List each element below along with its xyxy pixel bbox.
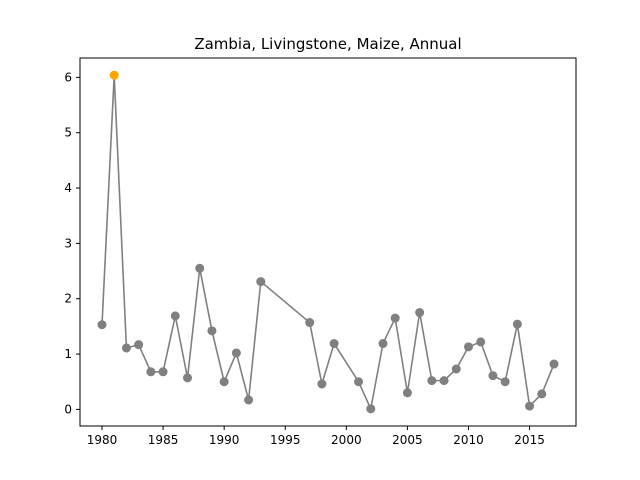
y-tick-label: 2	[64, 292, 72, 306]
data-point	[488, 371, 498, 381]
series-line	[101, 75, 555, 412]
x-tick-label: 1995	[270, 433, 301, 447]
highlight-point	[109, 70, 119, 80]
data-point	[451, 364, 461, 374]
data-point	[305, 318, 315, 328]
data-point	[231, 348, 241, 358]
data-point	[366, 404, 376, 414]
x-tick-label: 2000	[331, 433, 362, 447]
data-point	[549, 359, 559, 369]
y-tick-label: 4	[64, 181, 72, 195]
y-tick-label: 1	[64, 347, 72, 361]
data-point	[500, 377, 510, 387]
y-tick-label: 3	[64, 236, 72, 250]
data-point	[390, 313, 400, 323]
x-tick-label: 2005	[392, 433, 423, 447]
data-point	[219, 377, 229, 387]
data-point	[537, 389, 547, 399]
data-point	[244, 395, 254, 405]
data-point	[427, 376, 437, 386]
data-point	[183, 373, 193, 383]
data-point	[195, 263, 205, 273]
data-point	[378, 339, 388, 349]
data-point	[97, 320, 107, 330]
y-tick-label: 6	[64, 70, 72, 84]
data-point	[207, 326, 217, 336]
data-point	[402, 388, 412, 398]
x-tick-label: 2015	[514, 433, 545, 447]
y-tick-label: 5	[64, 126, 72, 140]
data-point	[439, 376, 449, 386]
data-point	[256, 277, 266, 287]
data-point	[146, 367, 156, 377]
plot-area: 1980 1985 1990 1995 2000 2005 2010 2015 0 1 2 3 4 5 6	[64, 70, 559, 447]
data-point	[525, 401, 535, 411]
y-tick-label: 0	[64, 402, 72, 416]
data-point	[170, 311, 180, 321]
x-tick-label: 1990	[209, 433, 240, 447]
data-point	[354, 377, 364, 387]
data-point	[158, 367, 168, 377]
data-point	[329, 339, 339, 349]
x-tick-label: 2010	[453, 433, 484, 447]
data-point	[134, 340, 144, 350]
data-point	[415, 308, 425, 318]
x-tick-label: 1980	[87, 433, 118, 447]
axes-frame	[79, 57, 577, 427]
data-point	[463, 342, 473, 352]
data-point	[512, 319, 522, 329]
chart-title: Zambia, Livingstone, Maize, Annual	[194, 35, 461, 53]
data-point	[317, 379, 327, 389]
data-point	[476, 337, 486, 347]
data-point	[121, 343, 131, 353]
x-tick-label: 1985	[148, 433, 179, 447]
